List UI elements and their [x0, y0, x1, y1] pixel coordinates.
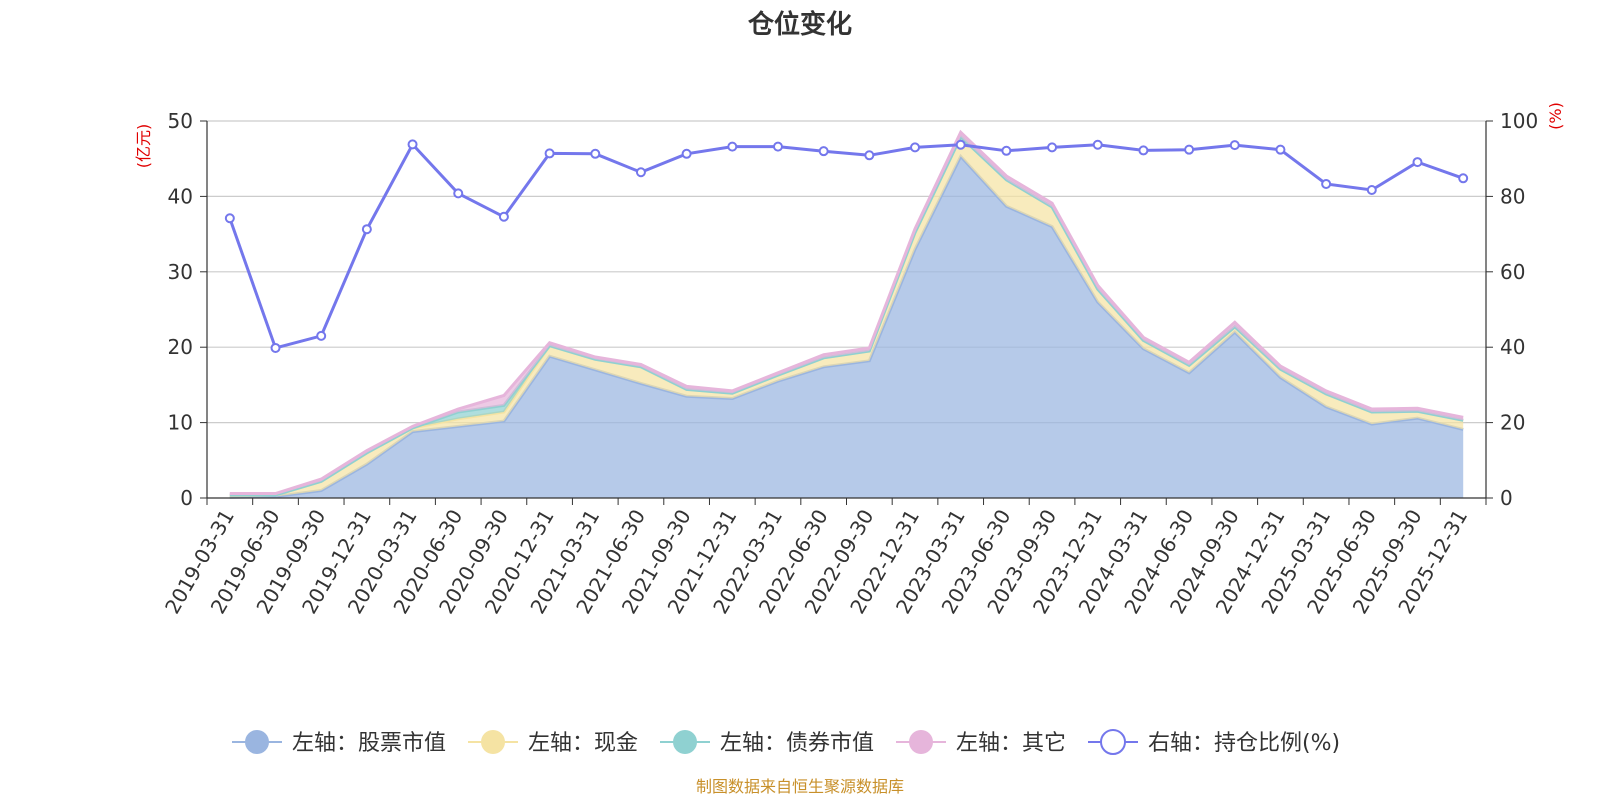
ratio-point [864, 150, 875, 161]
ratio-point [772, 141, 783, 152]
legend-swatch-marker [245, 730, 269, 754]
right-axis-tick-label: 60 [1500, 260, 1525, 284]
ratio-point [361, 224, 372, 235]
ratio-point [224, 213, 235, 224]
ratio-point [407, 139, 418, 150]
ratio-point [1047, 142, 1058, 153]
ratio-point [1138, 145, 1149, 156]
left-axis-tick-label: 40 [168, 184, 193, 208]
ratio-point [544, 148, 555, 159]
left-axis-unit: (亿元) [134, 124, 153, 169]
ratio-point [1184, 144, 1195, 155]
legend-item-label: 左轴：现金 [528, 731, 638, 756]
left-axis-tick-label: 20 [168, 335, 193, 359]
ratio-point [1229, 140, 1240, 151]
ratio-point [1321, 178, 1332, 189]
ratio-point [910, 142, 921, 153]
ratio-point [498, 211, 509, 222]
area-edge-左轴：其它 [229, 129, 1464, 495]
ratio-point [1412, 157, 1423, 168]
legend-item-label: 左轴：股票市值 [292, 731, 446, 756]
left-axis-tick-label: 10 [168, 411, 193, 435]
left-axis-tick-label: 50 [168, 109, 193, 133]
left-axis-tick-label: 0 [180, 486, 193, 510]
data-source-note: 制图数据来自恒生聚源数据库 [696, 777, 904, 796]
ratio-point [635, 167, 646, 178]
legend-swatch-marker [1100, 729, 1126, 755]
right-axis-tick-label: 40 [1500, 335, 1525, 359]
ratio-point [1001, 145, 1012, 156]
chart-title: 仓位变化 [747, 9, 852, 40]
ratio-point [1092, 139, 1103, 150]
ratio-point [1275, 144, 1286, 155]
right-axis-tick-label: 100 [1500, 109, 1538, 133]
ratio-point [955, 139, 966, 150]
stacked-areas [229, 129, 1464, 499]
ratio-point [453, 188, 464, 199]
legend-item-label: 左轴：其它 [956, 731, 1066, 756]
ratio-line [224, 139, 1469, 353]
legend-item-label: 左轴：债券市值 [720, 731, 874, 756]
ratio-point [590, 148, 601, 159]
right-axis-tick-label: 80 [1500, 184, 1525, 208]
legend-swatch-marker [909, 730, 933, 754]
ratio-point [681, 148, 692, 159]
legend-swatch-marker [481, 730, 505, 754]
ratio-point [818, 146, 829, 157]
right-axis-unit: (%) [1546, 102, 1565, 130]
ratio-point [1366, 184, 1377, 195]
ratio-point [270, 342, 281, 353]
right-axis-tick-label: 20 [1500, 411, 1525, 435]
ratio-series-line [228, 141, 1464, 350]
right-axis-tick-label: 0 [1500, 486, 1513, 510]
ratio-point [1458, 173, 1469, 184]
legend-swatch-marker [673, 730, 697, 754]
legend: 左轴：股票市值 左轴：现金 左轴：债券市值 左轴：其它 右轴：持仓比例(%) [232, 729, 1340, 756]
ratio-point [727, 141, 738, 152]
ratio-point [316, 330, 327, 341]
legend-item-label: 右轴：持仓比例(%) [1148, 731, 1340, 756]
area-左轴：股票市值 [229, 156, 1464, 498]
left-axis-tick-label: 30 [168, 260, 193, 284]
